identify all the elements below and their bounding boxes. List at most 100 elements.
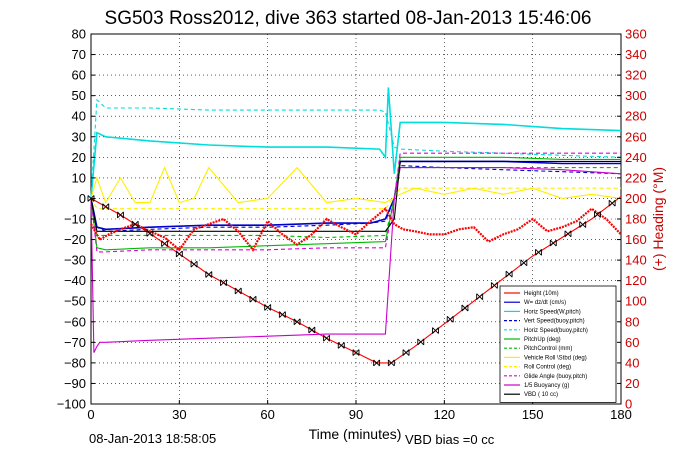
height-marker	[535, 248, 543, 256]
left-tick-label: 80	[72, 27, 86, 42]
height-marker	[476, 293, 484, 301]
right-tick-label: 20	[625, 376, 639, 391]
legend-entry: Roll Control (deg)	[524, 365, 571, 371]
height-marker	[308, 326, 316, 334]
left-tick-label: −30	[64, 253, 86, 268]
grid-lines	[91, 34, 621, 404]
height-marker	[234, 287, 242, 295]
legend-entry: PitchUp (deg)	[524, 337, 561, 343]
legend-entry: Horiz Speed(W,pitch)	[524, 309, 581, 315]
left-tick-label: 30	[72, 129, 86, 144]
right-tick-label: 360	[625, 27, 647, 42]
height-marker	[337, 342, 345, 349]
right-tick-label: 200	[625, 191, 647, 206]
height-marker	[608, 199, 616, 207]
legend-entry: PitchControl (mm)	[524, 346, 572, 352]
height-marker	[293, 318, 301, 326]
left-tick-label: −10	[64, 212, 86, 227]
height-marker	[249, 295, 257, 303]
series-line-2	[90, 87, 622, 199]
chart-title: SG503 Ross2012, dive 363 started 08-Jan-…	[105, 8, 592, 29]
height-marker	[387, 359, 395, 367]
height-marker	[579, 221, 587, 228]
left-tick-label: −20	[64, 232, 86, 247]
right-tick-label: 40	[625, 355, 639, 370]
left-tick-label: 50	[72, 88, 86, 103]
height-marker	[161, 240, 169, 247]
left-tick-label: 70	[72, 47, 86, 62]
left-tick-label: −60	[64, 314, 86, 329]
height-marker	[205, 271, 213, 278]
x-tick-label: 120	[433, 407, 455, 422]
series-line-0	[90, 195, 622, 364]
right-axis-label: (+) Heading (°M)	[650, 167, 666, 271]
left-tick-label: 40	[72, 109, 86, 124]
right-tick-label: 140	[625, 253, 647, 268]
series-line-8	[90, 187, 621, 210]
height-markers	[87, 195, 616, 367]
height-marker	[402, 349, 410, 356]
height-marker	[323, 334, 331, 342]
heading-line	[90, 207, 622, 252]
left-tick-label: −50	[64, 294, 86, 309]
legend-entry: W= dz/dt (cm/s)	[524, 300, 566, 306]
x-axis-label: Time (minutes)	[309, 426, 402, 442]
legend-box	[499, 285, 617, 403]
legend: Height (10m) W= dz/dt (cm/s) Horiz Speed(W…	[499, 285, 617, 403]
right-tick-label: 300	[625, 88, 647, 103]
right-tick-label: 0	[625, 397, 632, 412]
right-axis-ticks: 0 20 40 60 80 100 120 140 160 180 200 220 240 260 280 3…	[617, 27, 647, 412]
height-marker	[520, 259, 528, 267]
x-tick-label: 60	[260, 407, 274, 422]
footer-timestamp: 08-Jan-2013 18:58:05	[89, 431, 216, 446]
x-tick-label: 180	[610, 407, 632, 422]
right-tick-label: 220	[625, 170, 647, 185]
x-tick-label: 150	[522, 407, 544, 422]
height-marker	[593, 211, 601, 218]
series-line-6	[90, 167, 621, 239]
left-tick-label: 10	[72, 170, 86, 185]
left-tick-label: 0	[79, 191, 86, 206]
height-marker	[564, 230, 572, 238]
x-axis-ticks: 0 30 60 90 120 150 180	[87, 400, 632, 422]
height-marker	[131, 220, 139, 228]
right-tick-label: 120	[625, 273, 647, 288]
series-line-10	[90, 167, 622, 353]
x-tick-label: 0	[87, 407, 94, 422]
height-marker	[432, 327, 439, 334]
height-marker	[220, 279, 227, 287]
series-layer	[90, 87, 622, 364]
left-axis-ticks: −100−90−80−70−60−50−40−30−20−10010203040…	[57, 27, 95, 412]
legend-entry: VBD ( 10 cc)	[524, 392, 558, 398]
height-marker	[373, 359, 381, 367]
right-tick-label: 160	[625, 232, 647, 247]
height-marker	[352, 349, 360, 356]
right-tick-label: 320	[625, 68, 647, 83]
right-tick-label: 280	[625, 109, 647, 124]
height-marker	[190, 260, 198, 268]
x-tick-label: 30	[172, 407, 186, 422]
legend-entry: Height (10m)	[524, 291, 559, 297]
height-marker	[264, 304, 272, 311]
right-tick-label: 240	[625, 150, 647, 165]
left-tick-label: 20	[72, 150, 86, 165]
x-tick-label: 90	[349, 407, 363, 422]
height-marker	[175, 250, 183, 258]
heading-series	[90, 207, 622, 252]
right-tick-label: 80	[625, 314, 639, 329]
height-marker	[116, 211, 124, 219]
series-line-3	[90, 165, 622, 232]
legend-entry: Vert Speed(buoy,pitch)	[524, 319, 585, 325]
height-marker	[102, 203, 110, 210]
height-marker	[461, 304, 469, 312]
height-marker	[549, 239, 557, 247]
height-marker	[278, 311, 286, 318]
series-line-5	[90, 156, 621, 251]
legend-entry: Glide Angle (buoy,pitch)	[524, 374, 587, 380]
left-tick-label: −100	[57, 397, 86, 412]
right-tick-label: 60	[625, 335, 639, 350]
left-tick-label: −70	[64, 335, 86, 350]
right-tick-label: 260	[625, 129, 647, 144]
footer-vbd-bias: VBD bias =0 cc	[405, 432, 495, 447]
